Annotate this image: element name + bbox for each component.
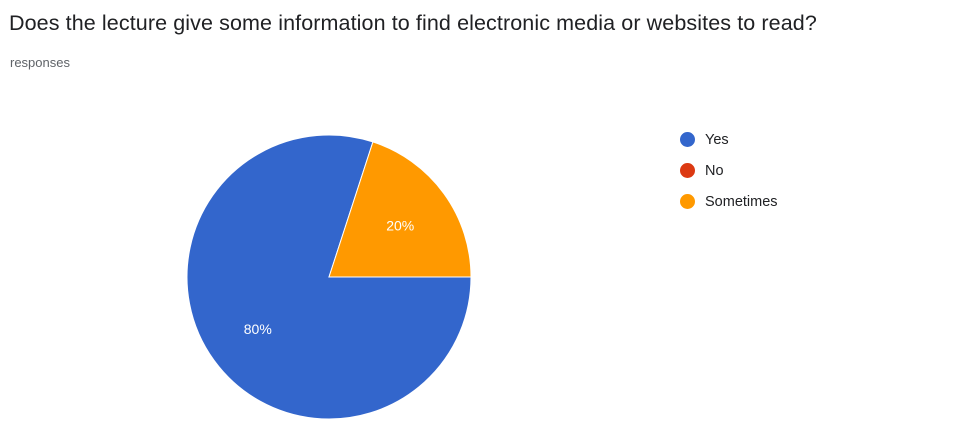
legend-swatch-no	[680, 163, 695, 178]
legend-label: Sometimes	[705, 193, 778, 210]
pie-slice-sometimes[interactable]	[328, 141, 472, 278]
responses-caption: responses	[10, 55, 70, 70]
data-label-sometimes: 20%	[386, 217, 414, 233]
chart-legend: Yes No Sometimes	[680, 124, 778, 217]
legend-swatch-yes	[680, 132, 695, 147]
legend-item-no[interactable]: No	[680, 155, 778, 186]
legend-label: No	[705, 162, 724, 179]
legend-label: Yes	[705, 131, 729, 148]
data-label-yes: 80%	[244, 321, 272, 337]
legend-item-yes[interactable]: Yes	[680, 124, 778, 155]
pie-slices	[186, 134, 472, 420]
question-title: Does the lecture give some information t…	[9, 11, 817, 35]
pie-data-labels: 80% 20%	[244, 217, 414, 337]
legend-item-sometimes[interactable]: Sometimes	[680, 186, 778, 217]
legend-swatch-sometimes	[680, 194, 695, 209]
